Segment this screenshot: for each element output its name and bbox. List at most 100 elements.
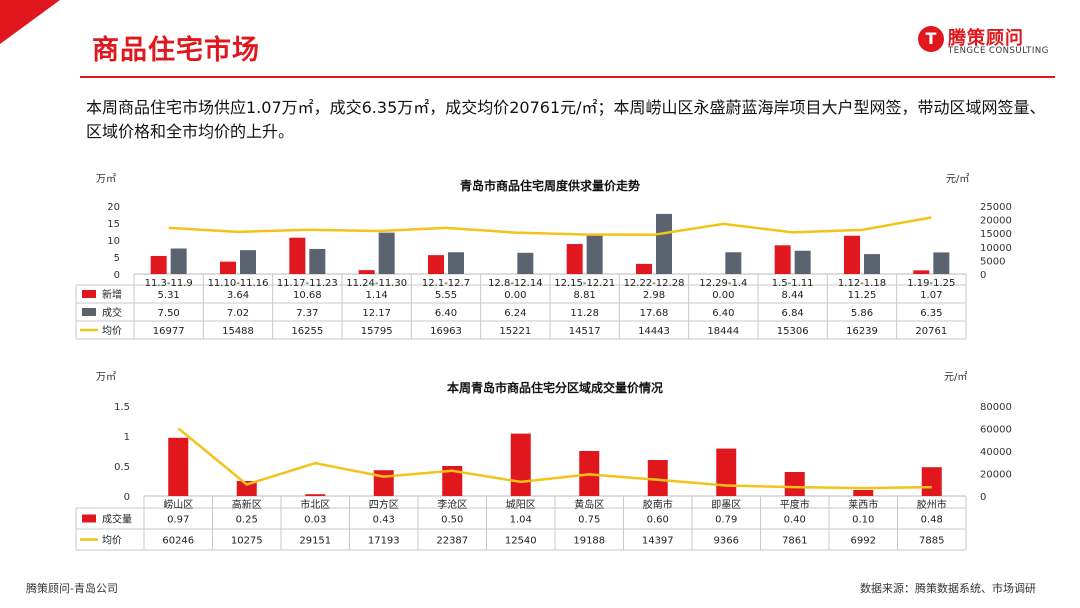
- right-tick-label: 20000: [980, 216, 1012, 227]
- bar-新增-12.15-12.21: [566, 244, 583, 274]
- data-label: 5.55: [435, 290, 457, 301]
- footer-source: 数据来源：腾策数据系统、市场调研: [860, 582, 1036, 595]
- data-label: 0.00: [712, 290, 734, 301]
- data-label: 2.98: [643, 290, 665, 301]
- data-label: 16239: [846, 326, 878, 337]
- bar-成交量-市北区: [305, 494, 326, 496]
- left-tick-label: 0: [114, 270, 120, 281]
- data-label: 60246: [162, 536, 194, 547]
- bar-成交-12.1-12.7: [448, 252, 464, 274]
- page-title: 商品住宅市场: [92, 35, 260, 66]
- right-tick-label: 40000: [980, 447, 1012, 458]
- data-label: 0.60: [647, 515, 669, 526]
- bar-成交-11.24-11.30: [378, 232, 395, 274]
- data-label: 0.10: [852, 515, 874, 526]
- category-label: 12.22-12.28: [624, 278, 685, 289]
- line-series-均价: [168, 216, 932, 236]
- data-label: 0.79: [715, 515, 737, 526]
- district-transaction-chart: 本周青岛市商品住宅分区域成交量价情况 万㎡ 元/㎡ 0 0.5 1 1.5 0 20000 400…: [75, 371, 1012, 551]
- bar-成交量-即墨区: [716, 448, 737, 496]
- category-label: 12.1-12.7: [422, 278, 470, 289]
- category-label: 11.3-11.9: [145, 278, 193, 289]
- bar-成交量-平度市: [784, 472, 805, 496]
- data-label: 11.25: [848, 290, 877, 301]
- data-label: 15221: [499, 326, 531, 337]
- bar-成交量-高新区: [236, 481, 257, 496]
- category-label: 11.24-11.30: [346, 278, 407, 289]
- bar-成交-12.29-1.4: [725, 252, 742, 274]
- right-tick-label: 80000: [980, 402, 1012, 413]
- data-label: 6.24: [504, 308, 526, 319]
- data-label: 19188: [573, 536, 605, 547]
- data-label: 8.44: [782, 290, 804, 301]
- bar-成交-11.10-11.16: [240, 250, 256, 274]
- data-label: 0.50: [441, 515, 463, 526]
- category-label: 即墨区: [711, 499, 741, 511]
- data-label: 5.86: [851, 308, 873, 319]
- data-label: 6.35: [920, 308, 942, 319]
- left-tick-label: 0.5: [114, 462, 130, 473]
- data-label: 14443: [638, 326, 670, 337]
- bar-成交量-莱西市: [853, 490, 874, 496]
- data-label: 7.02: [227, 308, 249, 319]
- bar-新增-11.10-11.16: [220, 261, 236, 274]
- category-label: 12.15-12.21: [554, 278, 615, 289]
- data-label: 1.14: [366, 290, 388, 301]
- bar-成交量-城阳区: [510, 433, 531, 496]
- logo-mark-icon: T: [918, 26, 944, 52]
- category-label: 1.5-1.11: [772, 278, 814, 289]
- data-label: 1.04: [510, 515, 532, 526]
- data-label: 8.81: [574, 290, 596, 301]
- data-label: 15306: [777, 326, 809, 337]
- data-label: 0.00: [504, 290, 526, 301]
- category-label: 1.19-1.25: [907, 278, 955, 289]
- bar-成交-12.22-12.28: [656, 213, 672, 274]
- data-label: 17193: [368, 536, 400, 547]
- bar-新增-1.5-1.11: [774, 245, 791, 274]
- data-label: 12540: [505, 536, 537, 547]
- data-label: 0.97: [167, 515, 189, 526]
- summary-text: 本周商品住宅市场供应1.07万㎡，成交6.35万㎡，成交均价20761元/㎡；本…: [86, 98, 1046, 141]
- category-label: 李沧区: [437, 498, 467, 511]
- bar-成交-11.3-11.9: [170, 248, 187, 274]
- data-label: 18444: [707, 326, 739, 337]
- right-tick-label: 20000: [980, 470, 1012, 481]
- data-label: 3.64: [227, 290, 249, 301]
- bar-新增-1.12-1.18: [844, 235, 860, 274]
- category-label: 1.12-1.18: [838, 278, 886, 289]
- left-tick-label: 20: [107, 202, 120, 213]
- bar-成交-1.5-1.11: [794, 250, 811, 274]
- category-label: 12.8-12.14: [488, 278, 543, 289]
- data-label: 11.28: [570, 308, 599, 319]
- legend-label: 新增: [102, 288, 122, 301]
- legend-label: 均价: [102, 325, 122, 337]
- bar-新增-1.19-1.25: [913, 270, 930, 274]
- chart-title: 本周青岛市商品住宅分区域成交量价情况: [447, 380, 663, 395]
- left-axis-unit: 万㎡: [96, 371, 116, 383]
- data-label: 0.03: [304, 515, 326, 526]
- right-axis-unit: 元/㎡: [944, 371, 967, 383]
- data-label: 20761: [915, 326, 947, 337]
- bar-成交-12.15-12.21: [586, 235, 603, 274]
- data-label: 0.25: [236, 515, 258, 526]
- category-label: 城阳区: [506, 499, 536, 511]
- bar-成交量-胶南市: [647, 460, 668, 496]
- header-accent: [0, 0, 60, 44]
- bar-新增-12.22-12.28: [636, 263, 652, 274]
- data-label: 29151: [299, 536, 331, 547]
- right-tick-label: 5000: [980, 256, 1005, 267]
- legend-key-新增: [82, 290, 96, 298]
- data-label: 0.40: [784, 515, 806, 526]
- data-label: 14517: [569, 326, 601, 337]
- data-label: 0.43: [373, 515, 395, 526]
- category-label: 11.17-11.23: [277, 278, 338, 289]
- data-label: 0.48: [921, 515, 943, 526]
- data-label: 7861: [782, 536, 807, 547]
- logo-tagline: TENGCE CONSULTING: [948, 46, 1049, 56]
- data-label: 17.68: [640, 308, 669, 319]
- data-label: 6.40: [435, 308, 457, 319]
- data-label: 6.84: [782, 308, 804, 319]
- bar-成交-12.8-12.14: [517, 252, 534, 274]
- left-axis-unit: 万㎡: [96, 173, 116, 185]
- data-label: 7.37: [296, 308, 318, 319]
